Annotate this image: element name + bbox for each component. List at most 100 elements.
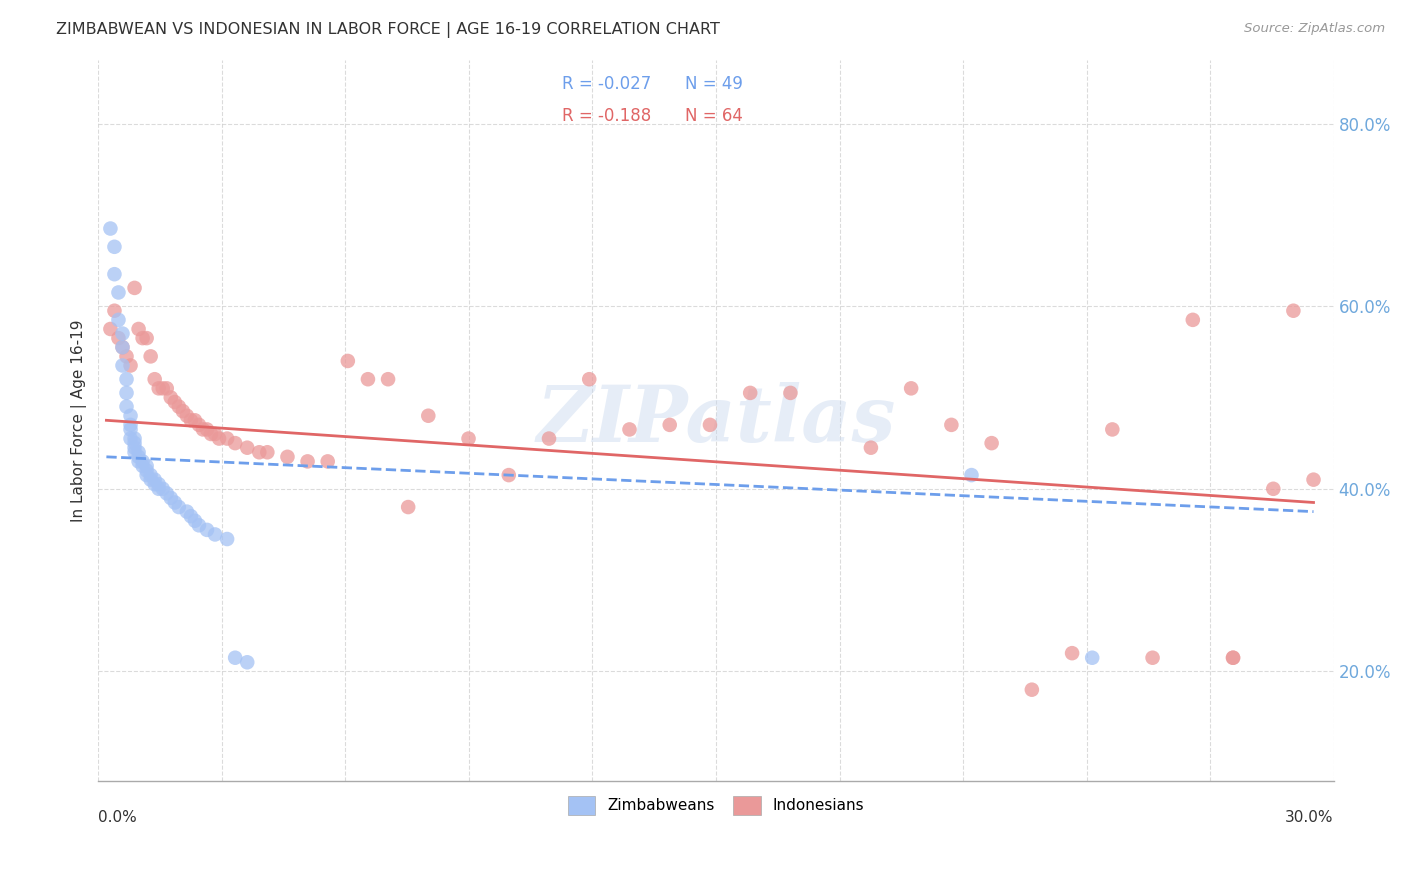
Point	[191, 422, 214, 436]
Point	[159, 391, 181, 405]
Point	[139, 473, 162, 487]
Point	[1282, 303, 1305, 318]
Point	[115, 385, 138, 400]
Point	[167, 500, 190, 514]
Point	[316, 454, 339, 468]
Point	[131, 331, 153, 345]
Point	[159, 491, 181, 505]
Point	[163, 395, 186, 409]
Point	[1222, 650, 1244, 665]
Point	[204, 527, 226, 541]
Point	[184, 413, 207, 427]
Point	[120, 432, 142, 446]
Point	[1222, 650, 1244, 665]
Point	[120, 422, 142, 436]
Point	[148, 477, 170, 491]
Point	[111, 326, 134, 341]
Point	[135, 458, 157, 473]
Point	[224, 436, 246, 450]
Point	[859, 441, 882, 455]
Point	[124, 436, 146, 450]
Point	[152, 482, 174, 496]
Point	[135, 463, 157, 477]
Point	[276, 450, 298, 464]
Legend: Zimbabweans, Indonesians: Zimbabweans, Indonesians	[558, 787, 873, 824]
Point	[236, 655, 259, 669]
Point	[217, 532, 239, 546]
Point	[152, 381, 174, 395]
Point	[124, 281, 146, 295]
Point	[960, 468, 983, 483]
Point	[195, 422, 218, 436]
Point	[247, 445, 270, 459]
Point	[135, 331, 157, 345]
Text: R = -0.188: R = -0.188	[561, 107, 651, 125]
Point	[167, 400, 190, 414]
Point	[100, 221, 122, 235]
Text: 30.0%: 30.0%	[1285, 810, 1334, 825]
Point	[128, 445, 150, 459]
Point	[195, 523, 218, 537]
Point	[103, 267, 125, 281]
Point	[204, 427, 226, 442]
Point	[1021, 682, 1043, 697]
Point	[1302, 473, 1324, 487]
Point	[1263, 482, 1285, 496]
Text: ZIPatlas: ZIPatlas	[536, 382, 896, 458]
Point	[148, 381, 170, 395]
Point	[124, 441, 146, 455]
Point	[163, 495, 186, 509]
Point	[1181, 313, 1204, 327]
Point	[498, 468, 520, 483]
Point	[297, 454, 319, 468]
Point	[120, 409, 142, 423]
Point	[336, 354, 359, 368]
Point	[100, 322, 122, 336]
Point	[578, 372, 600, 386]
Point	[1101, 422, 1123, 436]
Point	[128, 322, 150, 336]
Point	[180, 509, 202, 524]
Point	[217, 432, 239, 446]
Point	[124, 445, 146, 459]
Point	[537, 432, 560, 446]
Point	[103, 240, 125, 254]
Point	[1142, 650, 1164, 665]
Point	[115, 400, 138, 414]
Point	[139, 468, 162, 483]
Point	[176, 505, 198, 519]
Point	[124, 432, 146, 446]
Point	[107, 331, 129, 345]
Point	[1062, 646, 1084, 660]
Point	[357, 372, 380, 386]
Point	[256, 445, 278, 459]
Point	[418, 409, 440, 423]
Point	[143, 473, 166, 487]
Point	[111, 340, 134, 354]
Point	[980, 436, 1002, 450]
Point	[176, 409, 198, 423]
Point	[128, 450, 150, 464]
Point	[1081, 650, 1104, 665]
Text: N = 64: N = 64	[685, 107, 742, 125]
Point	[107, 285, 129, 300]
Point	[699, 417, 721, 432]
Point	[115, 372, 138, 386]
Point	[131, 458, 153, 473]
Y-axis label: In Labor Force | Age 16-19: In Labor Force | Age 16-19	[72, 319, 87, 522]
Point	[120, 359, 142, 373]
Point	[111, 340, 134, 354]
Text: ZIMBABWEAN VS INDONESIAN IN LABOR FORCE | AGE 16-19 CORRELATION CHART: ZIMBABWEAN VS INDONESIAN IN LABOR FORCE …	[56, 22, 720, 38]
Text: R = -0.027: R = -0.027	[561, 75, 651, 93]
Point	[103, 303, 125, 318]
Point	[115, 350, 138, 364]
Point	[128, 454, 150, 468]
Point	[224, 650, 246, 665]
Text: N = 49: N = 49	[685, 75, 742, 93]
Point	[148, 482, 170, 496]
Point	[900, 381, 922, 395]
Point	[111, 359, 134, 373]
Point	[779, 385, 801, 400]
Point	[200, 427, 222, 442]
Point	[457, 432, 479, 446]
